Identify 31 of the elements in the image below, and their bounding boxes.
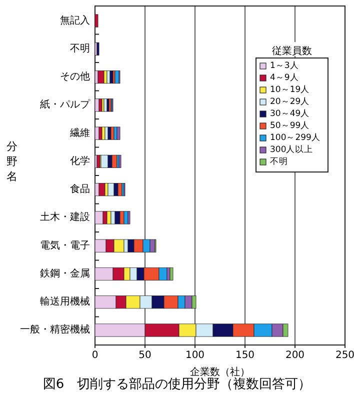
legend-label: 不明 (270, 156, 288, 167)
y-tick-label: 輸送用機械 (40, 296, 90, 308)
x-tick-label: 200 (285, 350, 305, 361)
y-axis-title: 分野名 (6, 140, 18, 183)
x-axis-title: 企業数（社） (190, 366, 250, 378)
y-tick-label: 繊維 (69, 126, 90, 139)
legend-label: 50～99人 (270, 120, 310, 131)
y-tick-label: その他 (60, 70, 90, 83)
y-tick-label: 電気・電子 (40, 240, 90, 252)
y-tick-label: 不明 (70, 43, 90, 54)
legend-label: 10～19人 (270, 84, 310, 95)
y-tick-label: 一般・精密機械 (20, 324, 90, 336)
legend-label: 30～49人 (270, 108, 310, 119)
x-tick-label: 250 (335, 350, 354, 361)
text: 図6 切削する部品の使用分野（複数回答可） (42, 377, 312, 392)
y-tick-label: 無記入 (60, 14, 90, 26)
y-tick-label: 化学 (70, 154, 90, 167)
x-tick-label: 150 (235, 350, 255, 361)
legend-label: 1～3人 (270, 60, 299, 71)
legend-label: 300人以上 (270, 144, 314, 155)
legend-title: 従業員数 (272, 45, 312, 57)
legend-label: 20～29人 (270, 96, 310, 107)
y-tick-label: 土木・建設 (40, 211, 90, 224)
x-tick-label: 100 (185, 350, 205, 361)
y-tick-label: 紙・パルプ (40, 98, 91, 111)
x-tick-label: 50 (138, 350, 152, 361)
y-tick-label: 鉄鋼・金属 (40, 267, 90, 280)
legend-label: 4～9人 (270, 72, 299, 83)
legend-label: 100～299人 (270, 132, 320, 143)
x-tick-label: 0 (92, 350, 98, 361)
y-tick-label: 食品 (70, 183, 90, 196)
